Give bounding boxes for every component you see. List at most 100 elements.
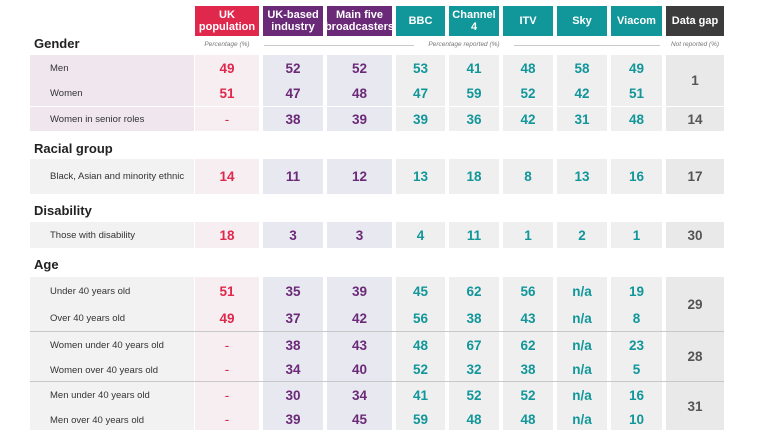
table-cell: 47 [285,85,301,101]
table-cell: 16 [628,387,645,403]
table-cell: 16 [628,168,645,184]
column-background [503,55,553,131]
row-label-men-over40: Men over 40 years old [50,414,144,426]
column-background [195,222,259,248]
column-background [666,277,724,430]
table-cell: 11 [285,168,301,184]
table-cell: 48 [351,85,368,101]
table-cell: 48 [520,60,536,76]
header-uk-population: UK population [195,6,259,36]
table-cell: 12 [351,168,368,184]
table-cell: n/a [572,311,592,326]
band-gender [30,55,194,131]
table-cell: 13 [574,168,590,184]
column-background [396,222,445,248]
table-cell: - [224,411,230,427]
table-cell: 39 [351,111,368,127]
data-gap-senior: 14 [687,111,703,127]
column-background [327,159,392,194]
header-data-gap: Data gap [666,6,724,36]
table-cell: 40 [351,362,368,377]
data-gap-disability: 30 [687,227,703,243]
data-gap-women-age: 28 [687,349,703,364]
column-background [396,277,445,430]
column-background [195,277,259,430]
row-label-women-under40: Women under 40 years old [50,339,164,351]
table-cell: 59 [466,85,482,101]
table-cell: 31 [574,111,590,127]
header-viacom: Viacom [611,6,662,36]
row-label-women-over40: Women over 40 years old [50,364,159,376]
column-background [327,55,392,131]
table-cell: 30 [285,387,301,403]
column-background [557,277,607,430]
subheader-bracket-left [264,45,414,46]
table-cell: 47 [412,85,429,101]
table-cell: 38 [466,311,482,326]
table-cell: 49 [628,60,645,76]
table-cell: - [224,111,230,127]
table-cell: 52 [520,85,536,101]
table-cell: 52 [520,387,536,403]
table-cell: 38 [520,362,536,377]
subheader-bracket-right [514,45,660,46]
table-cell: 39 [351,284,368,299]
header-channel4: Channel 4 [449,6,499,36]
column-background [503,277,553,430]
table-cell: 42 [351,311,368,326]
table-cell: 49 [219,60,235,76]
table-cell: 41 [466,60,482,76]
column-background [396,55,445,131]
column-background [449,159,499,194]
table-cell: 5 [632,362,641,377]
table-cell: 52 [412,362,429,377]
column-background [557,222,607,248]
table-cell: 67 [466,337,482,353]
table-cell: 56 [520,284,536,299]
table-cell: 53 [412,60,429,76]
table-cell: 36 [466,111,482,127]
table-cell: 42 [520,111,536,127]
table-cell: 48 [520,411,536,427]
column-background [327,222,392,248]
column-background [263,55,323,131]
table-cell: 37 [285,311,301,326]
table-cell: 51 [219,284,235,299]
table-cell: 35 [285,284,301,299]
column-background [666,55,724,131]
table-cell: n/a [572,284,592,299]
band-age [30,277,194,430]
column-background [611,277,662,430]
subheader-percentage-reported: Percentage reported (%) [414,40,514,50]
data-gap-age: 29 [687,296,703,312]
column-background [503,159,553,194]
table-cell: 43 [351,337,368,353]
section-gender: Gender [34,36,80,51]
table-cell: - [224,337,230,353]
column-background [327,277,392,430]
table-cell: 1 [524,227,532,243]
table-cell: 3 [289,227,297,243]
table-cell: 56 [412,311,429,326]
subheader-percentage: Percentage (%) [204,41,250,48]
row-label-over40: Over 40 years old [50,312,125,324]
row-label-bame: Black, Asian and minority ethnic [50,170,185,182]
table-cell: 34 [351,387,368,403]
column-background [557,159,607,194]
data-gap-men-age: 31 [687,398,703,414]
column-background [666,222,724,248]
table-cell: 48 [628,111,645,127]
table-cell: 48 [412,337,429,353]
table-cell: n/a [572,337,592,353]
row-label-men-under40: Men under 40 years old [50,389,150,401]
table-cell: 8 [524,168,532,184]
table-cell: 43 [520,311,536,326]
table-cell: 41 [412,387,429,403]
data-gap-racial: 17 [687,169,703,184]
table-cell: n/a [572,411,592,427]
table-cell: 14 [219,168,235,184]
table-cell: n/a [572,387,592,403]
section-disability: Disability [34,203,92,218]
table-cell: 45 [351,411,368,427]
table-cell: 48 [466,411,482,427]
